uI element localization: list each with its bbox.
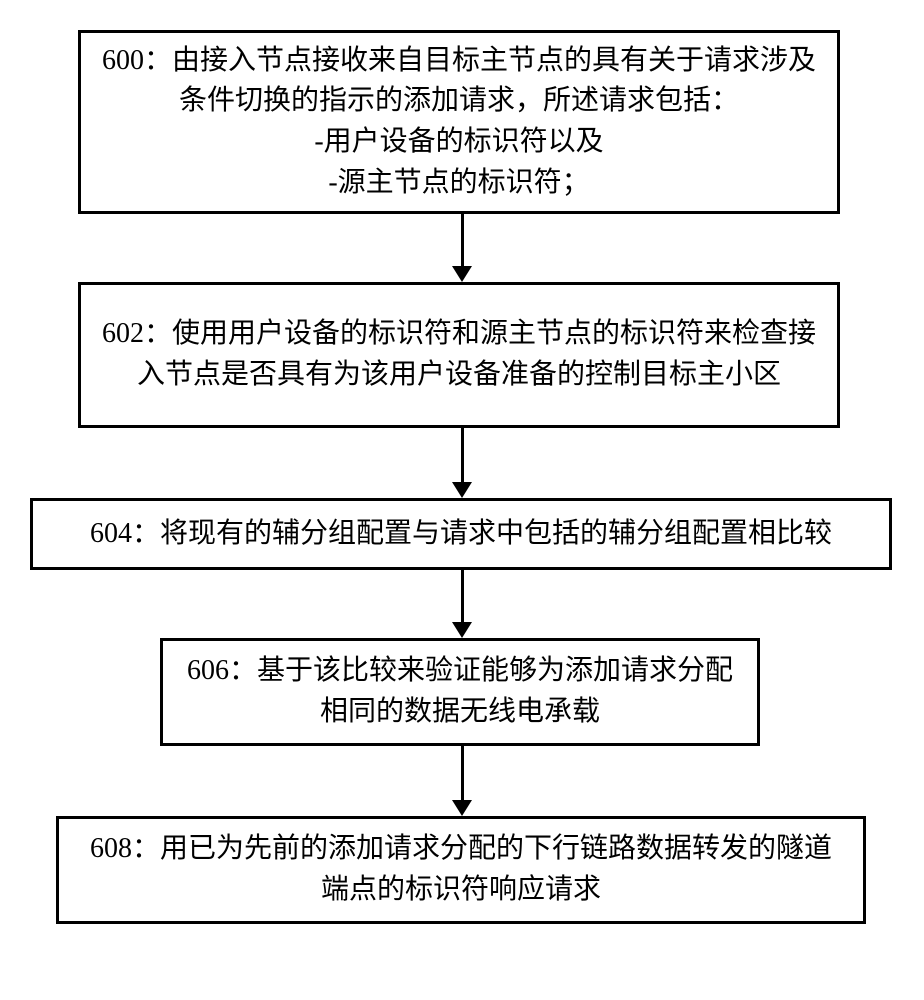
flow-arrow-3: [452, 570, 472, 638]
flow-node-608-text: 608：用已为先前的添加请求分配的下行链路数据转发的隧道端点的标识符响应请求: [77, 829, 845, 910]
flow-node-608: 608：用已为先前的添加请求分配的下行链路数据转发的隧道端点的标识符响应请求: [56, 816, 866, 924]
flow-node-606-text: 606：基于该比较来验证能够为添加请求分配相同的数据无线电承载: [181, 651, 739, 732]
flow-node-602-text: 602：使用用户设备的标识符和源主节点的标识符来检查接入节点是否具有为该用户设备…: [99, 314, 819, 395]
flow-node-600-text: 600：由接入节点接收来自目标主节点的具有关于请求涉及条件切换的指示的添加请求，…: [99, 41, 819, 203]
flow-node-602: 602：使用用户设备的标识符和源主节点的标识符来检查接入节点是否具有为该用户设备…: [78, 282, 840, 428]
flow-arrow-1: [452, 214, 472, 282]
flow-arrow-4: [452, 746, 472, 816]
flow-arrow-2: [452, 428, 472, 498]
flow-node-600: 600：由接入节点接收来自目标主节点的具有关于请求涉及条件切换的指示的添加请求，…: [78, 30, 840, 214]
flow-node-604-text: 604：将现有的辅分组配置与请求中包括的辅分组配置相比较: [90, 514, 832, 555]
flowchart-container: 600：由接入节点接收来自目标主节点的具有关于请求涉及条件切换的指示的添加请求，…: [0, 0, 924, 1000]
flow-node-606: 606：基于该比较来验证能够为添加请求分配相同的数据无线电承载: [160, 638, 760, 746]
flow-node-604: 604：将现有的辅分组配置与请求中包括的辅分组配置相比较: [30, 498, 892, 570]
